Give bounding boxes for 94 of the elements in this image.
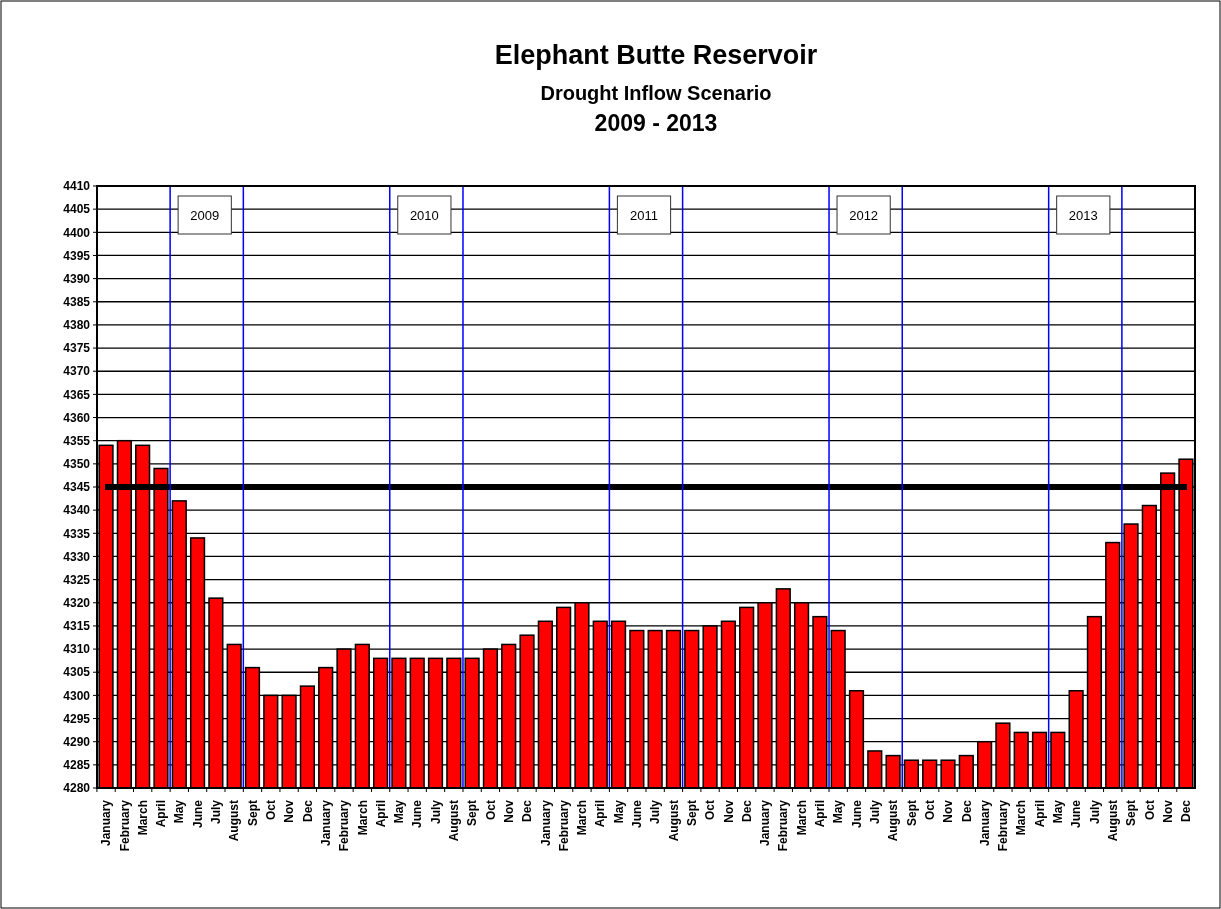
x-tick-label: April <box>593 800 608 828</box>
x-tick-label: Nov <box>282 799 297 823</box>
annotation: 2013 <box>1068 208 1098 223</box>
x-tick-label: August <box>227 800 242 842</box>
chart-title: Elephant Butte Reservoir <box>494 40 818 70</box>
chart-subtitle: Drought Inflow Scenario 2009 - 2013 <box>540 82 772 136</box>
y-tick-label: 4300 <box>63 688 91 703</box>
y-tick-label: 4395 <box>63 248 91 263</box>
y-tick-label: 4380 <box>63 318 91 333</box>
x-tick-label: Nov <box>1160 799 1175 823</box>
x-tick-label: February <box>556 799 571 852</box>
y-tick-label: 4350 <box>63 457 91 472</box>
x-tick-label: May <box>172 799 187 824</box>
x-tick-label: May <box>1051 799 1066 824</box>
y-tick-label: 4305 <box>63 665 91 680</box>
x-tick-label: Oct <box>1142 800 1157 821</box>
y-tick-label: 4405 <box>63 202 91 217</box>
annotation: 2009 <box>190 208 220 223</box>
annotation: 2011 <box>630 208 658 223</box>
x-tick-label: June <box>630 799 645 829</box>
x-tick-label: April <box>154 800 169 828</box>
x-tick-label: January <box>99 799 114 847</box>
x-tick-label: Oct <box>483 800 498 821</box>
x-tick-label: Dec <box>1179 799 1194 823</box>
y-tick-label: 4280 <box>63 781 91 796</box>
y-tick-label: 4355 <box>63 433 91 448</box>
y-tick-label: 4340 <box>63 503 91 518</box>
y-tick-label: 4360 <box>63 410 91 425</box>
x-tick-label: May <box>611 799 626 824</box>
x-tick-label: July <box>648 799 663 825</box>
x-tick-label: June <box>190 799 205 829</box>
x-tick-label: March <box>794 800 809 836</box>
x-tick-label: July <box>209 799 224 825</box>
x-tick-label: Sept <box>245 800 260 827</box>
x-tick-label: January <box>538 799 553 847</box>
x-tick-label: July <box>1087 799 1102 825</box>
x-tick-label: Oct <box>703 800 718 821</box>
x-tick-label: Dec <box>300 799 315 823</box>
x-tick-label: April <box>813 800 828 828</box>
x-tick-label: June <box>849 799 864 829</box>
x-tick-label: January <box>758 799 773 847</box>
x-tick-label: May <box>831 799 846 824</box>
y-tick-label: 4385 <box>63 294 91 309</box>
x-tick-label: June <box>1069 799 1084 829</box>
y-tick-label: 4285 <box>63 758 91 773</box>
x-tick-label: March <box>135 800 150 836</box>
x-tick-label: August <box>666 800 681 842</box>
x-tick-label: January <box>977 799 992 847</box>
x-tick-label: February <box>337 799 352 852</box>
x-tick-label: February <box>996 799 1011 852</box>
x-tick-label: February <box>117 799 132 852</box>
x-tick-label: Dec <box>739 799 754 823</box>
x-tick-label: July <box>867 799 882 825</box>
x-tick-label: July <box>428 799 443 825</box>
x-tick-label: Sept <box>684 800 699 827</box>
x-tick-label: Dec <box>959 799 974 823</box>
y-tick-label: 4320 <box>63 595 91 610</box>
x-tick-label: May <box>392 799 407 824</box>
x-tick-label: Nov <box>501 799 516 823</box>
x-tick-label: Oct <box>922 800 937 821</box>
y-tick-label: 4290 <box>63 734 91 749</box>
y-tick-label: 4330 <box>63 549 91 564</box>
annotation: 2010 <box>409 208 439 223</box>
x-tick-label: March <box>1014 800 1029 836</box>
x-tick-label: March <box>355 800 370 836</box>
y-tick-label: 4375 <box>63 341 91 356</box>
x-tick-label: Dec <box>520 799 535 823</box>
y-tick-label: 4400 <box>63 225 91 240</box>
x-tick-label: Sept <box>904 800 919 827</box>
y-tick-label: 4365 <box>63 387 91 402</box>
y-tick-label: 4325 <box>63 572 91 587</box>
annotation: 2012 <box>849 208 879 223</box>
x-tick-label: Sept <box>465 800 480 827</box>
y-tick-label: 4410 <box>63 179 91 194</box>
y-tick-label: 4315 <box>63 619 91 634</box>
y-tick-label: 4310 <box>63 642 91 657</box>
x-tick-label: April <box>373 800 388 828</box>
x-tick-label: June <box>410 799 425 829</box>
x-tick-label: Sept <box>1124 800 1139 827</box>
y-tick-label: 4345 <box>63 480 91 495</box>
x-tick-label: August <box>447 800 462 842</box>
y-tick-label: 4335 <box>63 526 91 541</box>
x-tick-label: August <box>1105 800 1120 842</box>
x-tick-label: April <box>1032 800 1047 828</box>
x-tick-label: Nov <box>941 799 956 823</box>
x-tick-label: January <box>318 799 333 847</box>
x-tick-label: Nov <box>721 799 736 823</box>
x-tick-label: August <box>886 800 901 842</box>
y-tick-label: 4390 <box>63 271 91 286</box>
x-tick-label: February <box>776 799 791 852</box>
x-tick-label: Oct <box>263 800 278 821</box>
x-tick-label: March <box>575 800 590 836</box>
y-tick-label: 4295 <box>63 711 91 726</box>
y-tick-label: 4370 <box>63 364 91 379</box>
